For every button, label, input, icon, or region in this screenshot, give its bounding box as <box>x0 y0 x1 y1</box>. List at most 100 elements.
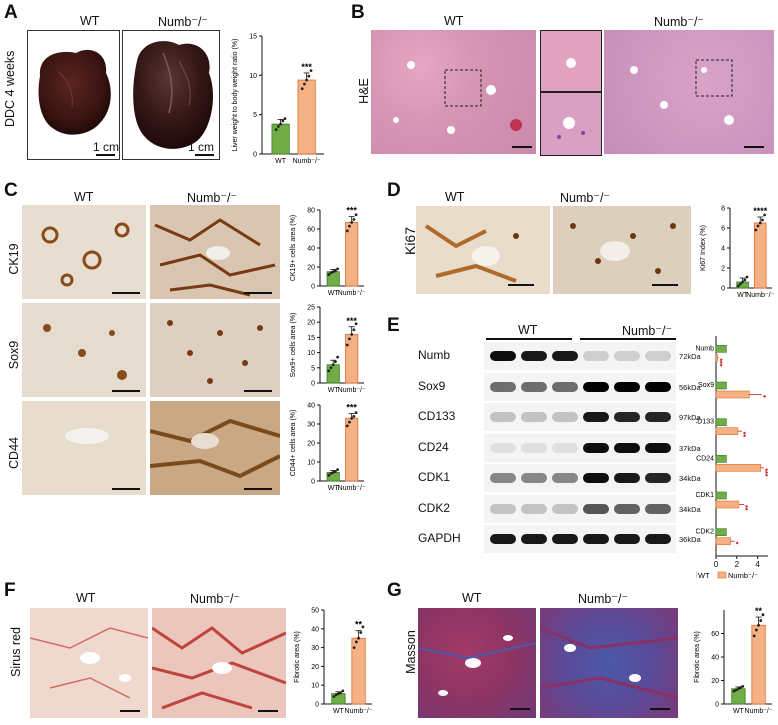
chart-a: Liver weight to body weight ratio (%) 0 5 1… <box>232 34 324 165</box>
bar-wt <box>715 455 727 463</box>
blot-band <box>645 473 671 483</box>
data-point <box>763 213 767 217</box>
sox9-numb-texture <box>167 320 263 384</box>
chart-f: Fibrotic area (%) 0 10 20 30 40 50 WT Numb⁻/⁻ ** <box>294 608 373 716</box>
bar-numb <box>345 333 359 384</box>
panel-c-row-label-sox9: Sox9 <box>7 340 21 370</box>
panel-c-cd44-numb-image <box>150 401 280 495</box>
panel-b-wt-he-image <box>371 30 536 154</box>
g-numb-texture <box>540 626 678 700</box>
data-point <box>743 278 747 282</box>
x-tick-label: Numb⁻/⁻ <box>745 708 773 715</box>
blot-label: Sox9 <box>418 378 446 393</box>
blot-band <box>521 534 547 544</box>
x-tick-label: 4 <box>755 560 760 569</box>
y-tick-label: 60 <box>711 631 719 638</box>
data-point <box>303 82 306 86</box>
bar-wt <box>715 418 727 426</box>
data-point <box>732 689 736 693</box>
x-tick-label: WT <box>328 485 340 492</box>
data-point <box>331 471 335 474</box>
x-tick-label: Numb⁻/⁻ <box>338 387 366 394</box>
data-point <box>348 420 351 424</box>
x-tick-label: 2 <box>735 560 740 569</box>
data-point <box>739 686 742 689</box>
blot-band <box>552 351 578 361</box>
data-point <box>761 218 764 222</box>
blot-band <box>490 534 516 544</box>
x-tick-label: WT <box>275 158 287 165</box>
wt-liver-shape <box>38 49 111 135</box>
x-tick-label: Numb⁻/⁻ <box>345 708 373 715</box>
panel-a-row-label: DDC 4 weeks <box>3 50 17 127</box>
blot-band <box>583 534 609 544</box>
legend-label-numb: Numb⁻/⁻ <box>728 571 758 580</box>
data-point <box>331 363 335 367</box>
blot-band <box>614 534 640 544</box>
panel-letter-g: G <box>387 580 402 601</box>
panel-a-numb-scale-text: 1 cm <box>188 140 215 154</box>
panel-b-numb-label: Numb⁻/⁻ <box>654 15 705 29</box>
blot-band <box>552 503 578 514</box>
panel-c-cd44-numb-scale-bar <box>244 488 272 490</box>
blot-band <box>521 412 547 422</box>
data-point <box>352 415 356 418</box>
category-label: CD133 <box>696 419 714 426</box>
panel-d-wt-image <box>416 206 550 294</box>
panel-a-numb-liver-image <box>122 30 220 160</box>
data-point <box>277 125 280 128</box>
bar-numb <box>715 427 739 435</box>
category-label: CDK2 <box>696 529 714 536</box>
data-point <box>327 473 331 477</box>
data-point <box>754 628 758 632</box>
y-tick-label: 30 <box>307 422 315 429</box>
y-tick-label: 10 <box>249 73 257 80</box>
wt-he-texture <box>393 61 522 134</box>
data-point <box>345 424 349 428</box>
y-axis-label: Ki67 Index (%) <box>700 225 707 271</box>
blot-label: CDK2 <box>418 500 451 515</box>
blot-kda-label: 34kDa <box>679 504 701 514</box>
wt-zoom-texture <box>566 58 576 68</box>
y-tick-label: 20 <box>311 664 319 671</box>
category-label: CD24 <box>696 455 714 462</box>
data-point <box>350 416 354 420</box>
data-point <box>359 631 363 634</box>
data-point <box>334 470 337 473</box>
blot-band <box>583 381 609 392</box>
y-tick-label: 20 <box>307 441 315 448</box>
bar-wt <box>271 123 290 155</box>
data-point <box>337 692 340 696</box>
blot-band <box>583 442 609 453</box>
y-tick-label: 8 <box>721 206 725 213</box>
blot-band <box>614 381 640 392</box>
data-point <box>352 328 356 332</box>
blot-band <box>521 442 547 453</box>
ck19-wt-texture <box>41 222 130 287</box>
panel-a-wt-scale-text: 1 cm <box>93 140 120 154</box>
blot-strip <box>484 342 676 370</box>
data-point <box>331 270 335 274</box>
blot-band <box>645 412 671 422</box>
panel-d-wt-label: WT <box>445 190 465 204</box>
blot-band <box>552 473 578 483</box>
y-tick-label: 0 <box>311 284 315 291</box>
y-tick-label: 60 <box>307 227 315 234</box>
panel-d-numb-scale-bar <box>652 284 678 286</box>
blot-kda-label: 37kDa <box>679 443 701 453</box>
panel-c-sox9-numb-scale-bar <box>244 390 272 392</box>
data-point <box>354 411 358 414</box>
chart-g: Fibrotic area (%) 0 20 40 60 WT Numb⁻/⁻ ** <box>694 606 773 715</box>
chart-c3: CD44+ cells area (%) 0 10 20 30 40 WT Numb⁻/⁻ **… <box>290 403 366 493</box>
x-tick-label: Numb⁻/⁻ <box>338 485 366 492</box>
y-tick-label: 40 <box>307 403 315 410</box>
significance-label: *** <box>346 403 357 413</box>
bar-numb <box>297 79 316 155</box>
panel-letter-f: F <box>4 580 16 601</box>
panel-c-cd44-wt-image <box>22 401 146 495</box>
significance-label: *** <box>761 468 768 476</box>
panel-f-wt-label: WT <box>76 591 96 605</box>
category-label: Numb <box>696 345 714 352</box>
data-point <box>354 322 358 326</box>
blot-band <box>490 381 516 392</box>
